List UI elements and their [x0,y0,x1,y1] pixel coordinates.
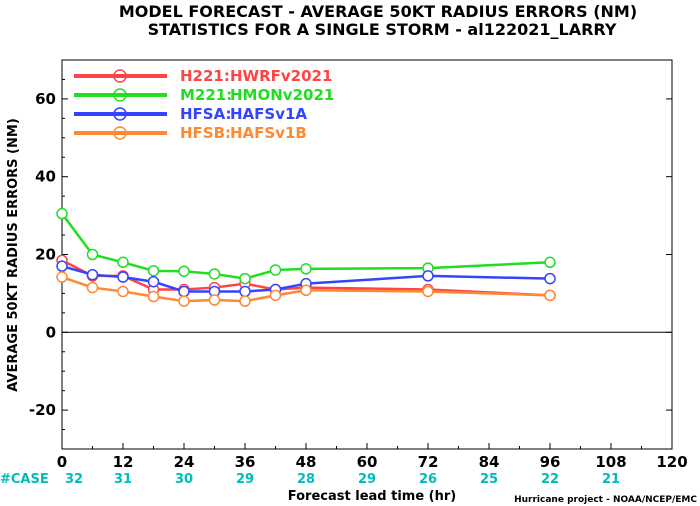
y-tick-label: 20 [35,246,56,264]
legend-name: HFSA: [180,105,232,123]
data-point [239,285,251,298]
case-label: #CASE [0,472,49,487]
x-tick-label: 60 [357,453,378,471]
data-point [208,294,221,306]
case-count: 32 [65,472,83,487]
data-point [208,268,221,280]
legend-layer: H221: HWRFv2021M221:HMONv2021HFSA:HAFSv1A… [74,67,334,142]
chart-title-line1: MODEL FORECAST - AVERAGE 50KT RADIUS ERR… [119,2,637,21]
x-tick-label: 12 [113,453,134,471]
x-tick-label: 96 [540,453,561,471]
legend-marker [113,126,127,140]
data-point [544,272,556,285]
data-point [147,290,160,303]
case-counts-layer: 32 31 30 29 28 29 26 25 22 21 [65,472,620,487]
data-point [178,265,190,277]
legend-name: M221: [180,86,232,104]
series-layer [56,207,556,307]
data-point [544,289,556,302]
case-count: 22 [541,472,559,487]
y-tick-label: -20 [29,401,56,419]
case-count: 30 [175,472,193,487]
data-point [86,268,99,281]
data-point [178,295,190,307]
legend-desc: HAFSv1A [230,105,307,123]
data-point [117,285,129,298]
data-point [239,272,251,285]
legend-marker [113,88,127,102]
data-point [86,248,99,261]
plot-area-frame [61,59,673,450]
data-point [544,256,556,269]
x-tick-label: 84 [479,453,500,471]
legend-desc: HMONv2021 [230,86,334,104]
data-point [56,271,68,283]
legend-marker [113,107,127,121]
data-point [239,295,251,307]
case-count: 29 [358,472,376,487]
case-count: 21 [602,472,620,487]
x-tick-label: 36 [235,453,256,471]
y-axis-label: AVERAGE 50KT RADIUS ERRORS (NM) [6,118,21,392]
legend-desc: HAFSv1B [230,124,307,142]
y-tick-label: 40 [35,168,56,186]
x-tick-label: 108 [595,453,626,471]
chart-title-line2: STATISTICS FOR A SINGLE STORM - al122021… [148,20,617,39]
legend-desc: HWRFv2021 [230,67,332,85]
x-tick-label: 24 [174,453,195,471]
data-point [422,270,434,282]
axes-layer: 60 40 20 0 -20 0 12 24 36 48 60 72 84 96 108 120 [29,59,688,471]
data-point [147,275,160,288]
case-count: 25 [480,472,498,487]
x-axis-label: Forecast lead time (hr) [288,489,456,504]
data-point [56,260,68,272]
x-tick-label: 48 [296,453,317,471]
data-point [269,264,282,276]
data-point [117,256,129,269]
y-tick-label: 60 [35,90,56,108]
legend-name: H221: [180,67,230,85]
credit-text: Hurricane project - NOAA/NCEP/EMC [514,495,697,505]
data-point [300,284,312,297]
data-point [86,281,99,294]
case-count: 29 [236,472,254,487]
x-tick-label: 120 [656,453,687,471]
data-point [422,285,434,298]
legend-marker [113,69,127,83]
case-count: 26 [419,472,437,487]
data-point [147,265,160,277]
data-point [300,263,312,275]
data-point [269,289,282,302]
case-count: 28 [297,472,315,487]
data-point [178,285,190,298]
data-point [117,271,129,283]
case-count: 31 [114,472,132,487]
x-tick-label: 72 [418,453,439,471]
legend-name: HFSB: [180,124,231,142]
x-tick-label: 0 [57,453,67,471]
data-point [56,207,68,220]
y-tick-label: 0 [46,323,56,341]
